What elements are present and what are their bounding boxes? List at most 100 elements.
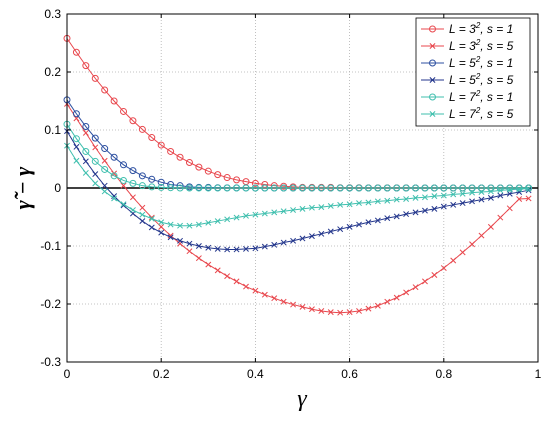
- data-point: [384, 197, 391, 204]
- data-point: [450, 257, 457, 264]
- data-point: [393, 196, 400, 203]
- data-point: [421, 184, 429, 192]
- data-point: [72, 135, 80, 143]
- data-point: [271, 295, 278, 302]
- data-point: [110, 172, 118, 180]
- data-point: [205, 219, 212, 226]
- legend-swatch-marker: [429, 59, 436, 67]
- legend-swatch-marker: [429, 111, 436, 117]
- data-point: [468, 184, 476, 192]
- x-marker-stroke: [261, 243, 268, 250]
- data-point: [440, 265, 447, 271]
- data-point: [185, 158, 193, 166]
- data-point: [346, 201, 353, 208]
- x-marker-stroke: [158, 219, 165, 226]
- x-marker-stroke: [82, 169, 89, 176]
- data-point: [478, 196, 485, 203]
- data-point: [157, 183, 165, 191]
- data-point: [337, 309, 344, 316]
- y-tick-label: -0.3: [40, 355, 61, 369]
- x-marker-stroke: [393, 196, 400, 203]
- x-marker-stroke: [478, 232, 485, 239]
- x-marker-stroke: [280, 208, 287, 215]
- data-point: [129, 194, 136, 201]
- legend-swatch-marker: [429, 25, 436, 33]
- series-layer: [63, 34, 533, 316]
- data-point: [346, 223, 353, 230]
- data-point: [233, 278, 240, 285]
- x-marker-stroke: [271, 241, 278, 248]
- x-marker-stroke: [195, 221, 202, 228]
- data-point: [336, 184, 344, 192]
- x-marker-stroke: [92, 171, 99, 178]
- x-marker-stroke: [92, 180, 99, 187]
- data-point: [327, 184, 335, 192]
- data-point: [101, 182, 108, 189]
- data-point: [92, 144, 99, 151]
- data-point: [214, 218, 221, 225]
- data-point: [440, 203, 447, 210]
- x-marker-stroke: [365, 305, 372, 312]
- x-marker-stroke: [271, 295, 278, 302]
- data-point: [176, 184, 184, 192]
- legend-swatch-marker: [429, 93, 436, 101]
- data-point: [431, 272, 438, 278]
- x-marker-stroke: [384, 215, 391, 222]
- x-marker-stroke: [120, 201, 127, 208]
- data-point: [73, 143, 80, 150]
- legend-label: L = 52, s = 1: [449, 55, 513, 70]
- x-marker-stroke: [308, 306, 315, 313]
- data-point: [138, 182, 146, 190]
- x-marker-stroke: [299, 205, 306, 212]
- data-point: [299, 235, 306, 242]
- data-point: [101, 86, 109, 94]
- legend-label: L = 72, s = 5: [449, 106, 514, 121]
- legend-entry: L = 52, s = 1: [421, 55, 513, 70]
- data-point: [157, 178, 165, 186]
- data-point: [412, 284, 419, 291]
- data-point: [148, 175, 156, 183]
- series-4: [64, 128, 532, 253]
- data-point: [374, 198, 381, 205]
- data-point: [195, 163, 203, 171]
- x-marker-stroke: [111, 193, 118, 200]
- data-point: [308, 233, 315, 240]
- data-point: [450, 191, 457, 198]
- x-marker-stroke: [356, 221, 362, 228]
- x-marker-stroke: [233, 278, 240, 285]
- x-marker-stroke: [158, 229, 165, 236]
- data-point: [101, 145, 109, 153]
- data-point: [82, 158, 89, 165]
- x-marker-stroke: [280, 298, 287, 305]
- data-point: [402, 184, 410, 192]
- x-marker-stroke: [129, 207, 136, 213]
- data-point: [487, 194, 494, 201]
- x-marker-stroke: [139, 204, 146, 211]
- x-marker-stroke: [346, 223, 353, 230]
- x-marker-stroke: [271, 209, 278, 216]
- x-marker-stroke: [440, 265, 447, 271]
- x-marker-stroke: [431, 272, 438, 278]
- data-point: [224, 216, 231, 223]
- x-marker-stroke: [487, 194, 494, 201]
- x-marker-stroke: [459, 200, 466, 207]
- data-point: [469, 198, 476, 205]
- legend-entry: L = 72, s = 1: [421, 89, 513, 104]
- data-point: [374, 302, 381, 309]
- data-point: [186, 240, 193, 247]
- data-point: [158, 229, 165, 236]
- data-point: [91, 157, 99, 165]
- data-point: [139, 204, 146, 211]
- x-marker-stroke: [195, 255, 202, 262]
- data-point: [195, 184, 203, 192]
- x-marker-stroke: [429, 111, 436, 117]
- data-point: [318, 204, 325, 211]
- data-point: [129, 167, 137, 175]
- data-point: [356, 200, 362, 207]
- x-marker-stroke: [337, 226, 344, 233]
- data-point: [73, 157, 80, 164]
- x-marker-stroke: [308, 204, 315, 211]
- data-point: [449, 184, 457, 192]
- data-point: [148, 224, 155, 231]
- data-point: [233, 214, 240, 221]
